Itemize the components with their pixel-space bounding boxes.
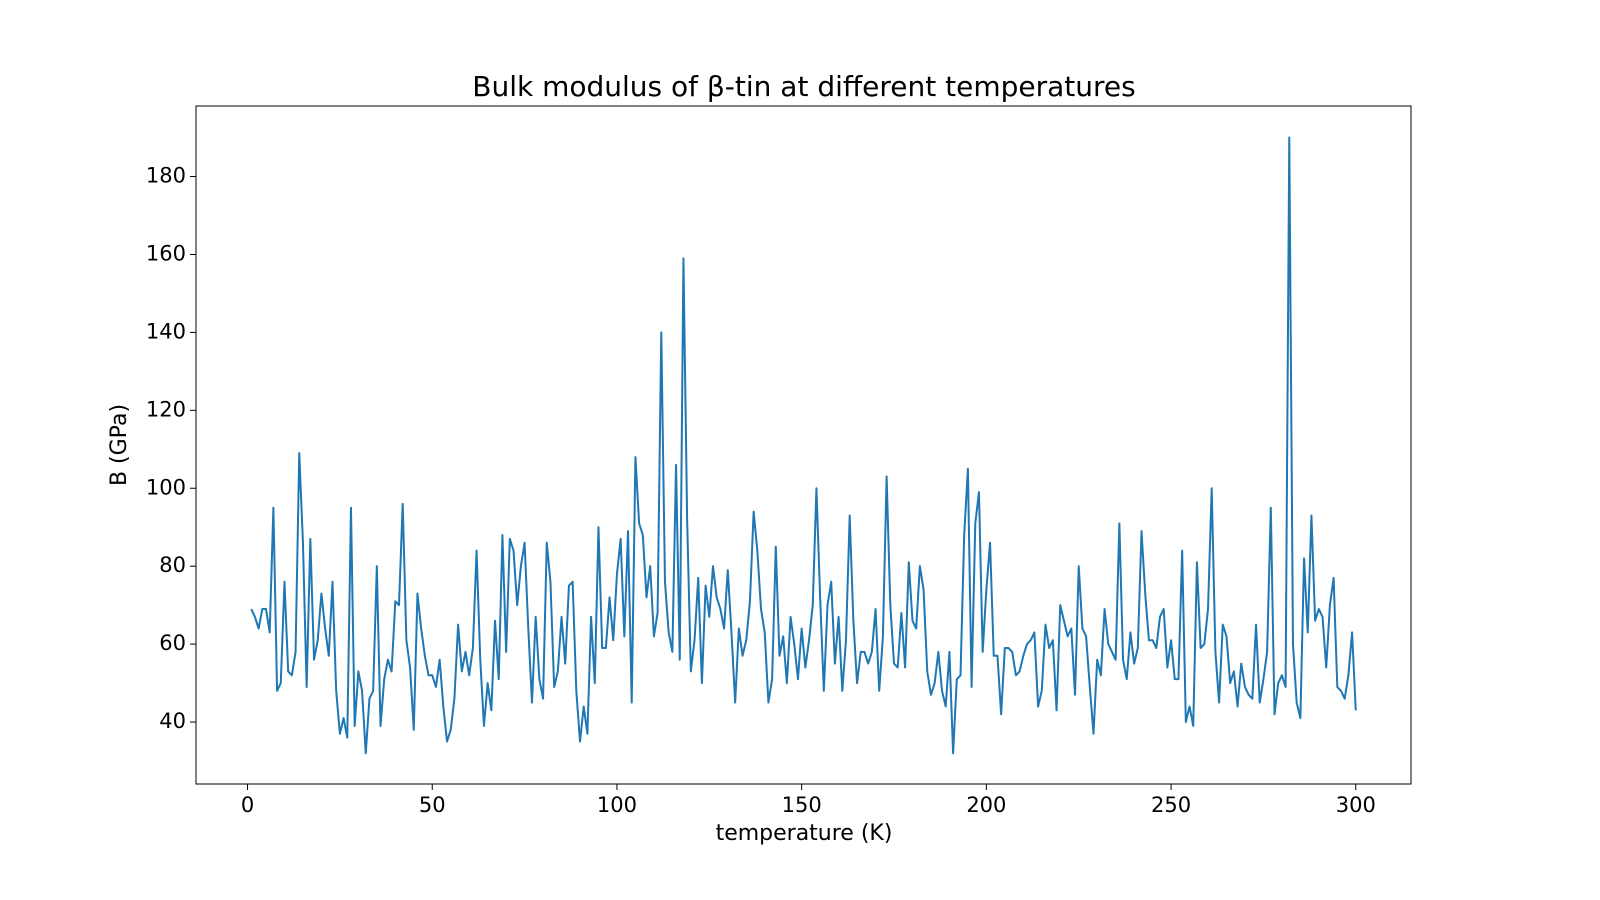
x-tick-label: 50: [419, 793, 446, 817]
x-tick-label: 100: [597, 793, 637, 817]
y-tick-label: 160: [146, 241, 186, 265]
chart-title: Bulk modulus of β-tin at different tempe…: [472, 70, 1136, 103]
x-tick-label: 0: [241, 793, 254, 817]
y-tick-label: 120: [146, 397, 186, 421]
y-tick-label: 180: [146, 164, 186, 188]
y-tick-label: 100: [146, 475, 186, 499]
x-tick-label: 300: [1336, 793, 1376, 817]
x-tick-label: 250: [1151, 793, 1191, 817]
data-line: [250, 136, 1357, 755]
x-tick-label: 150: [782, 793, 822, 817]
y-tick-label: 80: [159, 553, 186, 577]
y-axis-label: B (GPa): [107, 404, 132, 486]
plot-frame: [195, 105, 1412, 785]
y-tick-label: 40: [159, 709, 186, 733]
y-tick-label: 60: [159, 631, 186, 655]
x-axis-label: temperature (K): [716, 821, 893, 846]
y-tick-label: 140: [146, 319, 186, 343]
x-tick-label: 200: [966, 793, 1006, 817]
